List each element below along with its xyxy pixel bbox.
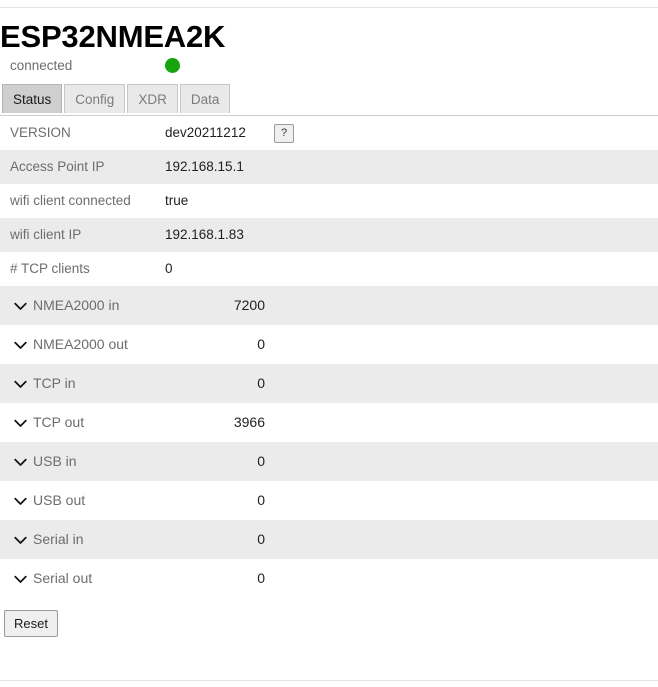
chevron-down-icon[interactable] xyxy=(13,364,27,403)
tab-bar: Status Config XDR Data xyxy=(0,84,658,116)
chevron-down-icon[interactable] xyxy=(13,403,27,442)
info-row-value: 192.168.15.1 xyxy=(165,159,244,174)
counter-row-label: TCP in xyxy=(33,375,76,391)
info-row-label: # TCP clients xyxy=(10,261,90,276)
chevron-down-icon[interactable] xyxy=(13,520,27,559)
counter-row[interactable]: USB in 0 xyxy=(0,442,658,481)
counter-row-label: NMEA2000 out xyxy=(33,336,128,352)
counter-row-value: 0 xyxy=(257,570,265,586)
info-row-label: wifi client IP xyxy=(10,227,82,242)
chevron-down-icon[interactable] xyxy=(13,325,27,364)
counter-row-value: 0 xyxy=(257,492,265,508)
info-row-label: Access Point IP xyxy=(10,159,105,174)
info-row: # TCP clients 0 xyxy=(0,252,658,286)
counter-row-label: Serial out xyxy=(33,570,93,586)
info-row-label: VERSION xyxy=(10,125,71,140)
connection-status-label: connected xyxy=(10,58,73,73)
info-row: wifi client connected true xyxy=(0,184,658,218)
info-row-value: 0 xyxy=(165,261,173,276)
info-row-value: 192.168.1.83 xyxy=(165,227,244,242)
counter-row-label: TCP out xyxy=(33,414,85,430)
counter-row-label: Serial in xyxy=(33,531,84,547)
chevron-down-icon[interactable] xyxy=(13,442,27,481)
counter-row[interactable]: USB out 0 xyxy=(0,481,658,520)
top-divider xyxy=(0,7,658,8)
counter-row-value: 3966 xyxy=(233,414,265,430)
info-row: Access Point IP 192.168.15.1 xyxy=(0,150,658,184)
chevron-down-icon[interactable] xyxy=(13,286,27,325)
counter-row-value: 0 xyxy=(257,531,265,547)
info-row: wifi client IP 192.168.1.83 xyxy=(0,218,658,252)
counter-row-label: USB out xyxy=(33,492,86,508)
counter-row-value: 0 xyxy=(257,453,265,469)
counter-row[interactable]: NMEA2000 in 7200 xyxy=(0,286,658,325)
tab-data[interactable]: Data xyxy=(179,84,231,113)
connection-status: connected xyxy=(0,54,658,80)
info-row-value: true xyxy=(165,193,189,208)
counter-row-value: 0 xyxy=(257,375,265,391)
tab-status[interactable]: Status xyxy=(2,84,63,113)
reset-button[interactable]: Reset xyxy=(4,610,58,637)
counter-row[interactable]: NMEA2000 out 0 xyxy=(0,325,658,364)
chevron-down-icon[interactable] xyxy=(13,559,27,598)
counter-row-value: 7200 xyxy=(233,297,265,313)
counter-row-value: 0 xyxy=(257,336,265,352)
counter-row[interactable]: Serial in 0 xyxy=(0,520,658,559)
info-row-label: wifi client connected xyxy=(10,193,131,208)
tab-xdr[interactable]: XDR xyxy=(127,84,178,113)
counter-row[interactable]: TCP out 3966 xyxy=(0,403,658,442)
tab-config[interactable]: Config xyxy=(64,84,126,113)
counter-row-label: NMEA2000 in xyxy=(33,297,120,313)
bottom-divider xyxy=(0,680,658,681)
actions-bar: Reset xyxy=(0,598,658,637)
counter-row[interactable]: TCP in 0 xyxy=(0,364,658,403)
page-root: ESP32NMEA2K connected Status Config XDR Dat… xyxy=(0,19,658,637)
chevron-down-icon[interactable] xyxy=(13,481,27,520)
page-title: ESP32NMEA2K xyxy=(0,19,226,54)
status-table: VERSION dev20211212? Access Point IP 192.16… xyxy=(0,116,658,598)
counter-row[interactable]: Serial out 0 xyxy=(0,559,658,598)
counter-row-label: USB in xyxy=(33,453,77,469)
info-row: VERSION dev20211212? xyxy=(0,116,658,150)
connection-status-indicator-icon xyxy=(165,58,180,73)
info-row-value: dev20211212 xyxy=(165,125,246,140)
help-button[interactable]: ? xyxy=(274,124,294,143)
